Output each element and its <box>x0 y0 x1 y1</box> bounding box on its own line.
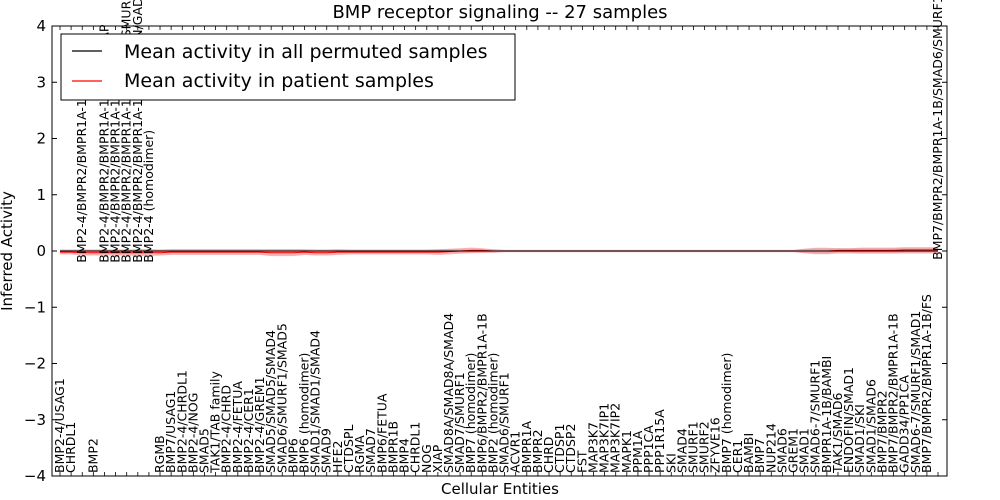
entity-label: SMAD8A/SMAD8A/SMAD4 <box>441 313 456 473</box>
entity-label: SMAD1 <box>797 428 812 473</box>
entity-label: BMPR1A <box>519 420 534 473</box>
entity-label: BMP2-4/GREM1 <box>252 376 267 473</box>
entity-label: NUP214 <box>763 423 778 473</box>
entity-labels: BMP2-4/USAG1CHRDL1BMP2-4/BMPR2/BMPR1A-1B… <box>52 0 945 474</box>
entity-label: BMP2 <box>85 438 100 473</box>
entity-label: ZFYVE16 <box>708 417 723 473</box>
entity-label: MAPK1 <box>619 430 634 473</box>
entity-label: SMAD7 <box>363 428 378 473</box>
entity-label: CTDSPL <box>341 425 356 473</box>
entity-label: SMAD5/SMAD5/SMAD4 <box>263 330 278 473</box>
entity-label: BMP6 <box>285 438 300 473</box>
entity-label: BMP7 (homodimer) <box>463 353 478 473</box>
entity-label: ENDOFIN/SMAD1 <box>841 367 856 473</box>
entity-label: BMP2-4/USAG1 <box>52 378 67 473</box>
entity-label: SMAD6/SMURF1 <box>497 372 512 473</box>
entity-label: RGMB <box>152 435 167 473</box>
band-patient <box>60 247 938 257</box>
entity-label: SMAD9 <box>319 428 334 473</box>
entity-label: GREM1 <box>786 428 801 473</box>
entity-label: SMAD1/SKI <box>852 404 867 473</box>
entity-label: BMP2-4/CHRDL1 <box>174 370 189 473</box>
entity-label: BMP7 (homodimer) <box>719 353 734 473</box>
entity-label: BMP7/BMPR2 <box>874 390 889 473</box>
y-tick-label: −2 <box>24 355 46 373</box>
entity-label: SMURF1 <box>685 421 700 473</box>
entity-label: CER1 <box>730 440 745 473</box>
entity-label: BMP2 (homodimer) <box>485 353 500 473</box>
y-tick-label: −1 <box>24 298 46 316</box>
entity-label: SMAD5 <box>196 428 211 473</box>
chart-title: BMP receptor signaling -- 27 samples <box>332 2 667 23</box>
legend: Mean activity in all permuted samples Me… <box>60 33 516 101</box>
entity-label: CHRD <box>541 437 556 473</box>
entity-label: GADD34/PP1CA <box>897 375 912 473</box>
y-tick-label: 4 <box>36 17 46 35</box>
lines-layer <box>60 249 938 254</box>
entity-label: BMP7 <box>752 438 767 473</box>
y-axis: −4 −3 −2 −1 0 1 2 3 4 <box>24 17 947 485</box>
entity-label: BMPR2 <box>530 429 545 473</box>
entity-label: CHRDL1 <box>408 422 423 473</box>
y-tick-label: 3 <box>36 73 46 91</box>
entity-label: BMP2-4 (homodimer) <box>141 130 156 263</box>
y-tick-label: 0 <box>36 242 46 260</box>
entity-label: BMP2-4/CER1 <box>241 388 256 473</box>
entity-label: SMAD1/SMAD6 <box>863 379 878 473</box>
y-axis-label: Inferred Activity <box>0 191 16 311</box>
entity-label: BMP6/BMPR2/BMPR1A-1B <box>474 313 489 473</box>
entity-label: BAMBI <box>741 433 756 473</box>
legend-label-patient: Mean activity in patient samples <box>124 70 434 92</box>
entity-label: HFE2 <box>330 441 345 473</box>
entity-label: CHRDL1 <box>63 422 78 473</box>
entity-label: ACVR1 <box>508 431 523 473</box>
entity-label: BMP2-4/NOG <box>185 393 200 473</box>
entity-label: SMAD6 <box>774 428 789 473</box>
entity-label: BMP7/BMPR2/BMPR1A-1B <box>886 313 901 473</box>
entity-label: BMP2-4/CHRD <box>219 385 234 473</box>
entity-label: BMP2-4/BMPR2/BMPR1A-1B/RGM <box>74 57 89 263</box>
entity-label: BMP6/FETUA <box>374 393 389 473</box>
entity-label: RGMA <box>352 435 367 473</box>
entity-label: SMAD7/SMURF1 <box>452 372 467 473</box>
entity-label: SKI <box>663 453 678 473</box>
entity-label: SMAD4 <box>674 428 689 473</box>
entity-label: XIAP <box>430 444 445 473</box>
entity-label: FST <box>574 450 589 473</box>
entity-label: BMPR1B <box>385 421 400 473</box>
entity-label: SMAD6-7/SMURF1/SMAD1 <box>908 311 923 473</box>
entity-label: PPP1CA <box>641 425 656 473</box>
entity-label: BMP2-4/FETUA <box>230 381 245 473</box>
entity-label: CTDSP2 <box>563 424 578 473</box>
entity-label: BMP7/BMPR2/BMPR1A-1B/SMAD6/SMURF1 <box>930 0 945 260</box>
y-tick-label: −4 <box>24 467 46 485</box>
entity-label: TAK1/SMAD6 <box>830 393 845 474</box>
entity-label: BMP6 (homodimer) <box>297 353 312 473</box>
y-tick-label: −3 <box>24 411 46 429</box>
legend-box <box>60 33 516 101</box>
y-tick-label: 2 <box>36 130 46 148</box>
x-axis <box>59 26 939 476</box>
entity-label: BMP7/BMPR2/BMPR1A-1B/FS <box>919 294 934 473</box>
entity-label: SMAD6/SMURF1/SMAD5 <box>274 323 289 473</box>
entity-label: MAP3K7 <box>585 422 600 473</box>
entity-label: SMAD1/SMAD1/SMAD4 <box>308 330 323 473</box>
entity-label: BMPR1A-1B/BAMBI <box>819 356 834 473</box>
entity-label: BMP4 <box>397 438 412 473</box>
entity-label: SMURF2 <box>697 421 712 473</box>
entity-label: NOG <box>419 444 434 473</box>
y-tick-label: 1 <box>36 186 46 204</box>
entity-label: MAP3K7IP2 <box>608 403 623 473</box>
entity-label: CTDSP1 <box>552 424 567 473</box>
entity-label: TAK1/TAB family <box>208 370 223 474</box>
entity-label: SMAD6-7/SMURF1 <box>808 360 823 473</box>
entity-label: PPP1R15A <box>652 409 667 473</box>
legend-label-permuted: Mean activity in all permuted samples <box>124 41 487 63</box>
entity-label: MAP3K7IP1 <box>597 403 612 473</box>
entity-label: BMP7/USAG1 <box>163 391 178 473</box>
x-axis-label: Cellular Entities <box>441 480 559 498</box>
entity-label: PPM1A <box>630 430 645 473</box>
